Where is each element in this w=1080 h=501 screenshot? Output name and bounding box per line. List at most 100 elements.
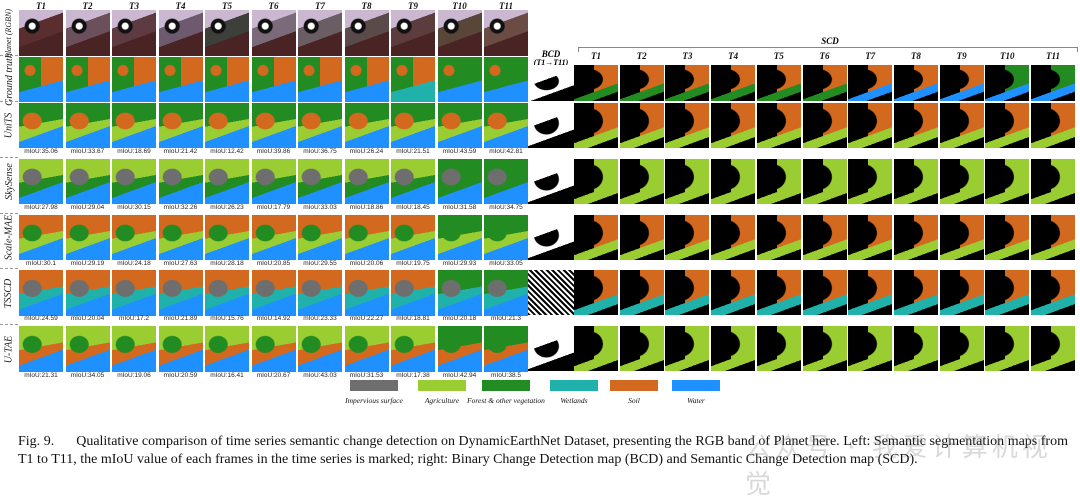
legend-label: Wetlands [560,396,588,405]
row-separator [0,157,18,158]
left-time-header: T8 [361,1,372,11]
prediction-tile [391,215,435,260]
scd-tile [574,215,618,260]
prediction-tile [344,215,389,260]
ground-truth-tile [65,57,110,102]
left-time-header: T2 [82,1,93,11]
rgb-image-tile [484,10,528,56]
left-time-header: T6 [268,1,279,11]
prediction-tile [205,270,249,316]
scd-tile [756,215,801,260]
prediction-tile [112,159,156,204]
scd-tile [711,326,756,371]
miou-value: mIoU:34.75 [489,204,523,211]
miou-value: mIoU:16.41 [210,372,244,379]
miou-value: mIoU:36.75 [303,148,337,155]
legend-swatch [610,380,658,391]
miou-value: mIoU:20.18 [442,315,477,322]
prediction-tile [344,326,389,372]
prediction-tile [112,215,156,260]
legend-swatch [550,380,598,391]
scd-tile [802,326,847,371]
miou-value: mIoU:29.04 [70,204,105,211]
scd-tile [574,103,618,148]
rgb-image-tile [205,10,249,56]
prediction-tile [298,215,342,260]
miou-value: mIoU:30.15 [117,204,151,211]
scd-tile [711,270,756,315]
scd-tile [893,65,938,101]
legend-label: Soil [628,396,640,405]
row-label: TSSCD [1,270,17,316]
prediction-tile [158,270,203,316]
scd-tile [619,159,664,204]
miou-value: mIoU:18.69 [117,148,151,155]
row-label: Scale-MAE [1,215,17,261]
scd-tile [574,65,618,101]
prediction-tile [158,326,203,372]
prediction-tile [344,103,389,148]
miou-value: mIoU:20.06 [349,260,384,267]
legend-label: Agriculture [424,396,460,405]
prediction-tile [484,159,528,204]
prediction-tile [437,270,482,316]
ground-truth-tile [112,57,156,102]
scd-tile [619,326,664,371]
miou-value: mIoU:42.81 [489,148,523,155]
prediction-tile [251,326,296,372]
miou-value: mIoU:14.92 [256,315,291,322]
prediction-tile [391,326,435,372]
prediction-tile [437,159,482,204]
miou-value: mIoU:22.27 [349,315,384,322]
prediction-tile [205,326,249,372]
ground-truth-tile [391,57,435,102]
scd-tile [848,65,893,101]
scd-tile [893,159,938,204]
prediction-tile [298,103,342,148]
ground-truth-tile [437,57,482,102]
prediction-tile [437,215,482,260]
miou-value: mIoU:38.5 [491,372,521,379]
prediction-tile [298,270,342,316]
scd-tile [756,159,801,204]
row-label-text: Planet (RGBN) [4,8,14,58]
bcd-tile [528,159,574,204]
bcd-tile [528,270,574,315]
row-label: U-TAE [1,326,17,372]
scd-tile [939,159,984,204]
scd-tile [711,215,756,260]
miou-value: mIoU:17.2 [119,315,149,322]
miou-value: mIoU:33.05 [489,260,523,267]
scd-tile [665,326,710,371]
rgb-image-tile [251,10,296,56]
miou-value: mIoU:20.67 [256,372,291,379]
miou-value: mIoU:43.59 [442,148,477,155]
scd-tile [756,65,801,101]
caption-text: Qualitative comparison of time series se… [18,434,1068,467]
prediction-tile [437,103,482,148]
miou-value: mIoU:12.42 [210,148,244,155]
scd-tile [665,103,710,148]
prediction-tile [251,159,296,204]
row-separator [0,213,18,214]
prediction-tile [19,326,63,372]
prediction-tile [205,215,249,260]
rgb-image-tile [112,10,156,56]
scd-time-header: T1 [591,51,601,61]
prediction-tile [344,159,389,204]
prediction-tile [205,103,249,148]
miou-value: mIoU:31.53 [349,372,384,379]
scd-tile [802,65,847,101]
prediction-tile [484,270,528,316]
row-separator [0,324,18,325]
scd-tile [893,103,938,148]
scd-tile [802,103,847,148]
scd-tile [711,103,756,148]
scd-tile [1031,270,1075,315]
prediction-tile [65,326,110,372]
scd-tile [985,65,1030,101]
prediction-tile [251,103,296,148]
rgb-image-tile [158,10,203,56]
scd-tile [848,270,893,315]
legend-swatch [418,380,466,391]
